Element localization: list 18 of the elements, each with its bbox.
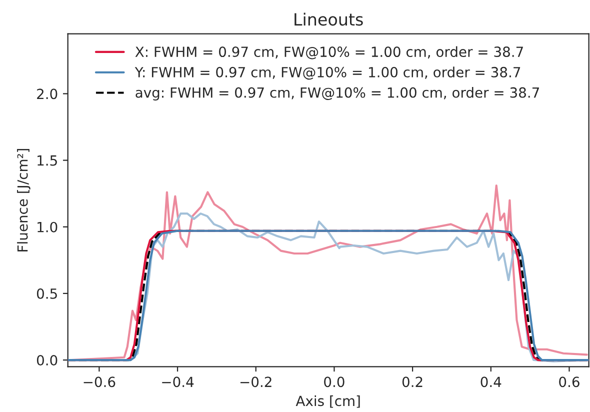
x-tick-label: −0.6 [84, 376, 116, 388]
legend-label: Y: FWHM = 0.97 cm, FW@10% = 1.00 cm, order = 38.7 [134, 66, 520, 80]
x-tick-label: 0.0 [324, 376, 344, 388]
y-tick-label: 0.5 [36, 288, 57, 299]
y-tick-label: 2.0 [37, 88, 58, 100]
y-tick-label: 1.5 [38, 155, 57, 166]
x-tick-label: 0.2 [402, 376, 422, 388]
chart-title: Lineouts [294, 12, 363, 26]
y-axis-title: Fluence [J/cm²] [17, 148, 30, 252]
legend-label: X: FWHM = 0.97 cm, FW@10% = 1.00 cm, order = 38.7 [135, 46, 523, 60]
x-tick-label: 0.6 [559, 376, 580, 388]
x-tick-label: 0.4 [480, 376, 502, 388]
x-axis-title: Axis [cm] [296, 395, 360, 408]
legend-label: avg: FWHM = 0.97 cm, FW@10% = 1.00 cm, order = 38.7 [136, 87, 539, 100]
y-tick-label: 0.0 [36, 354, 58, 366]
x-tick-label: −0.4 [162, 376, 194, 388]
y-tick-label: 1.0 [38, 222, 58, 232]
x-tick-label: −0.2 [240, 376, 272, 388]
